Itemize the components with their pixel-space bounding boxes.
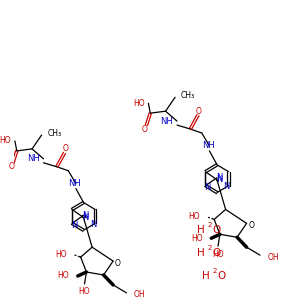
- Text: 2: 2: [212, 268, 217, 274]
- Text: NH: NH: [27, 154, 40, 163]
- Text: HO: HO: [133, 99, 145, 108]
- Text: N: N: [82, 211, 88, 220]
- Text: HO: HO: [0, 136, 11, 146]
- Text: N: N: [82, 213, 88, 222]
- Text: NH: NH: [160, 117, 173, 126]
- Text: HO: HO: [212, 250, 224, 259]
- Text: O: O: [62, 144, 68, 153]
- Text: CH₃: CH₃: [47, 128, 61, 137]
- Text: HO: HO: [55, 250, 66, 259]
- Text: OH: OH: [134, 290, 146, 299]
- Text: N: N: [90, 220, 96, 229]
- Text: NH: NH: [202, 141, 215, 150]
- Text: OH: OH: [268, 253, 279, 262]
- Text: N: N: [224, 182, 230, 191]
- Text: HO: HO: [79, 287, 90, 296]
- Text: O: O: [217, 271, 225, 281]
- Text: HO: HO: [188, 212, 200, 221]
- Text: O: O: [115, 259, 121, 268]
- Text: 2: 2: [208, 245, 212, 251]
- Text: HO: HO: [191, 234, 203, 243]
- Text: N: N: [71, 221, 77, 230]
- Text: CH₃: CH₃: [181, 91, 195, 100]
- Text: 2: 2: [208, 222, 212, 228]
- Text: O: O: [196, 107, 202, 116]
- Text: O: O: [212, 225, 220, 235]
- Text: N: N: [216, 173, 222, 182]
- Text: NH: NH: [69, 179, 81, 188]
- Text: N: N: [204, 183, 211, 192]
- Text: H: H: [197, 225, 205, 235]
- Text: N: N: [216, 175, 222, 184]
- Text: O: O: [212, 248, 220, 258]
- Text: H: H: [197, 248, 205, 258]
- Text: HO: HO: [58, 272, 69, 280]
- Text: O: O: [248, 221, 254, 230]
- Text: H: H: [202, 271, 209, 281]
- Text: O: O: [8, 162, 14, 171]
- Text: O: O: [142, 124, 148, 134]
